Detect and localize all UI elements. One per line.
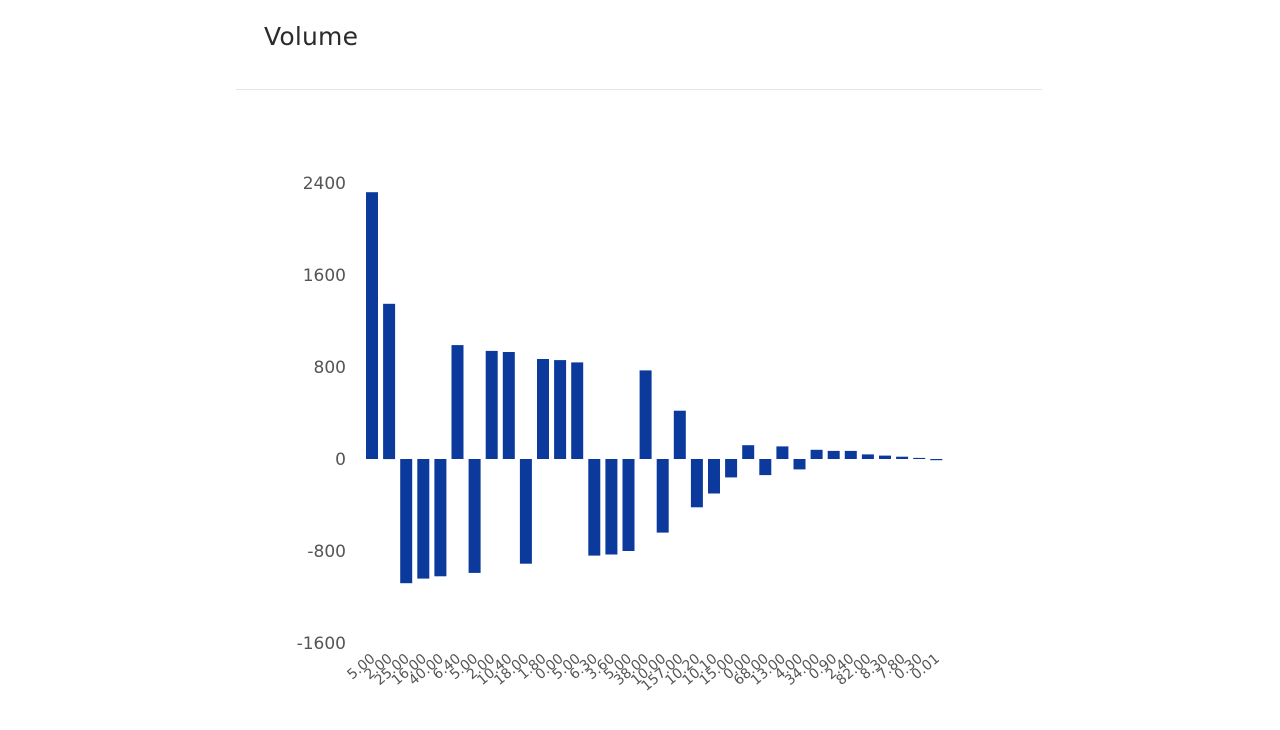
bar[interactable]: [844, 450, 857, 459]
bar[interactable]: [519, 459, 532, 564]
y-tick-label: 0: [335, 450, 346, 470]
y-tick-label: -800: [307, 542, 346, 562]
y-tick-label: 800: [314, 358, 346, 378]
bar[interactable]: [571, 362, 584, 459]
bar[interactable]: [725, 459, 738, 478]
bar[interactable]: [690, 459, 703, 508]
bar[interactable]: [827, 450, 840, 459]
bar[interactable]: [673, 410, 686, 459]
bar[interactable]: [451, 345, 464, 459]
bar[interactable]: [485, 350, 498, 459]
bar[interactable]: [622, 459, 635, 551]
bars: [366, 192, 943, 584]
bar[interactable]: [400, 459, 413, 584]
bar[interactable]: [468, 459, 481, 573]
bar[interactable]: [776, 446, 789, 459]
bar[interactable]: [639, 370, 652, 459]
bar[interactable]: [502, 352, 515, 459]
y-axis: 2400 1600 800 0 -800 -1600: [297, 174, 346, 654]
bar[interactable]: [537, 359, 549, 459]
bar[interactable]: [793, 459, 806, 470]
bar[interactable]: [605, 459, 618, 555]
bar[interactable]: [759, 459, 772, 476]
bar[interactable]: [879, 455, 891, 459]
bar[interactable]: [913, 457, 926, 459]
bar[interactable]: [656, 459, 669, 533]
bar[interactable]: [588, 459, 601, 556]
bar[interactable]: [383, 303, 396, 460]
x-axis: 5.002.0025.0016.0040.006.405.002.0010.40…: [344, 651, 942, 695]
bar[interactable]: [896, 456, 909, 459]
bar[interactable]: [861, 454, 874, 459]
bar[interactable]: [434, 459, 447, 577]
panel-title: Volume: [264, 22, 359, 51]
y-tick-label: -1600: [297, 634, 346, 654]
bar[interactable]: [366, 192, 378, 459]
bar[interactable]: [554, 360, 567, 459]
bar[interactable]: [708, 459, 720, 494]
y-tick-label: 2400: [303, 174, 346, 194]
bar[interactable]: [417, 459, 430, 579]
bar[interactable]: [742, 445, 755, 459]
bar[interactable]: [930, 459, 943, 461]
title-divider: [236, 89, 1042, 90]
y-tick-label: 1600: [303, 266, 346, 286]
bar[interactable]: [810, 449, 823, 459]
